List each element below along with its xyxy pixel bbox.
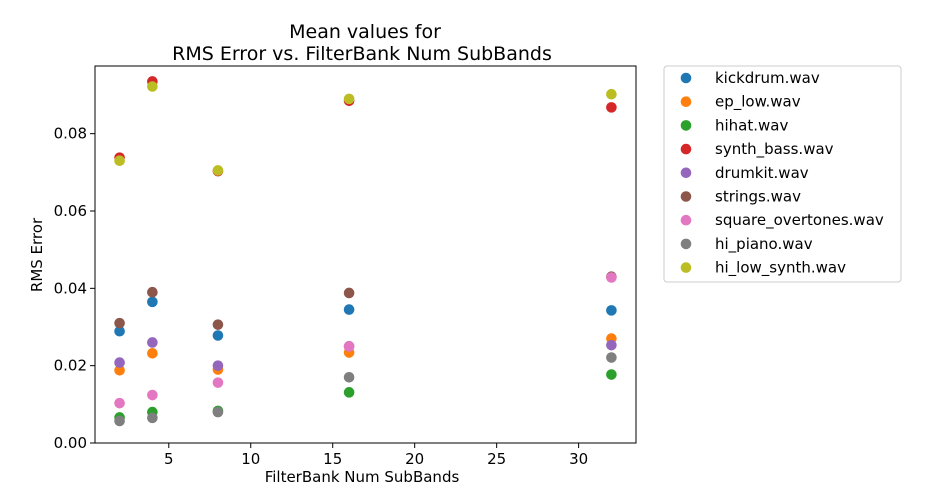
y-axis-label: RMS Error (28, 217, 46, 292)
data-point (343, 341, 355, 352)
y-tick-label: 0.00 (54, 434, 87, 452)
legend-marker (680, 72, 692, 84)
legend-label: kickdrum.wav (715, 69, 820, 87)
legend-marker (680, 262, 692, 273)
legend-label: hi_piano.wav (715, 235, 813, 254)
data-point (212, 319, 224, 330)
x-axis-label: FilterBank Num SubBands (265, 468, 460, 486)
data-point (606, 352, 617, 363)
data-point (147, 81, 158, 92)
legend-label: ep_low.wav (715, 93, 801, 112)
data-point (343, 287, 355, 299)
series-hi-piano-wav (114, 352, 617, 427)
data-point (212, 377, 224, 388)
legend: kickdrum.wav ep_low.wav hihat.wav synth_bas… (663, 65, 902, 283)
y-axis: 0.00 0.02 0.04 0.06 0.08 (54, 125, 95, 452)
x-axis: 5 10 15 20 25 30 (164, 443, 588, 468)
data-point (343, 387, 355, 398)
chart-title-line2: RMS Error vs. FilterBank Num SubBands (172, 43, 552, 65)
data-point (606, 339, 617, 351)
x-tick-label: 5 (164, 450, 174, 468)
y-tick-label: 0.04 (54, 279, 87, 297)
legend-label: square_overtones.wav (715, 211, 884, 230)
legend-marker (680, 214, 692, 226)
y-tick-label: 0.06 (54, 202, 87, 220)
y-tick-label: 0.08 (54, 125, 87, 143)
legend-label: synth_bass.wav (715, 140, 834, 159)
x-tick-label: 10 (241, 450, 260, 468)
data-point (147, 286, 158, 298)
series-strings-wav (114, 271, 617, 330)
legend-marker (680, 167, 692, 179)
legend-marker (680, 238, 692, 250)
data-point (212, 165, 224, 176)
data-point (114, 325, 125, 337)
legend-label: strings.wav (715, 188, 801, 206)
data-point (114, 415, 125, 427)
data-point (114, 365, 125, 376)
legend-marker (680, 120, 692, 131)
data-point (343, 93, 355, 105)
data-point (147, 412, 158, 424)
x-tick-label: 30 (569, 450, 588, 468)
series-hihat-wav (114, 369, 617, 423)
data-point (114, 397, 125, 409)
plot-frame (94, 65, 637, 444)
data-point (114, 317, 125, 329)
series-ep-low-wav (114, 333, 617, 376)
data-point (147, 337, 158, 348)
legend-label: hihat.wav (715, 116, 788, 134)
legend-marker (680, 191, 692, 202)
legend-label: hi_low_synth.wav (715, 259, 846, 278)
x-tick-label: 15 (323, 450, 342, 468)
data-point (212, 330, 224, 341)
data-point (606, 272, 617, 283)
legend-marker (680, 143, 692, 155)
data-point (606, 102, 617, 113)
legend-marker (680, 96, 692, 107)
data-point (606, 88, 617, 100)
data-points (114, 76, 617, 427)
data-point (212, 406, 224, 418)
legend-label: drumkit.wav (715, 164, 809, 182)
data-point (114, 357, 125, 368)
series-kickdrum-wav (114, 296, 617, 341)
x-tick-label: 25 (487, 450, 506, 468)
y-tick-label: 0.02 (54, 357, 87, 375)
data-point (606, 369, 617, 380)
data-point (147, 347, 158, 359)
data-point (606, 305, 617, 316)
series-drumkit-wav (114, 337, 617, 371)
series-square-overtones-wav (114, 272, 617, 409)
data-point (343, 304, 355, 315)
data-point (212, 360, 224, 371)
series-synth-bass-wav (114, 76, 617, 177)
series-hi-low-synth-wav (114, 81, 617, 176)
data-point (147, 389, 158, 401)
legend-frame (663, 65, 902, 283)
chart-title-line1: Mean values for (289, 21, 441, 43)
data-point (147, 296, 158, 308)
data-point (343, 371, 355, 383)
x-tick-label: 20 (405, 450, 424, 468)
data-point (114, 155, 125, 167)
